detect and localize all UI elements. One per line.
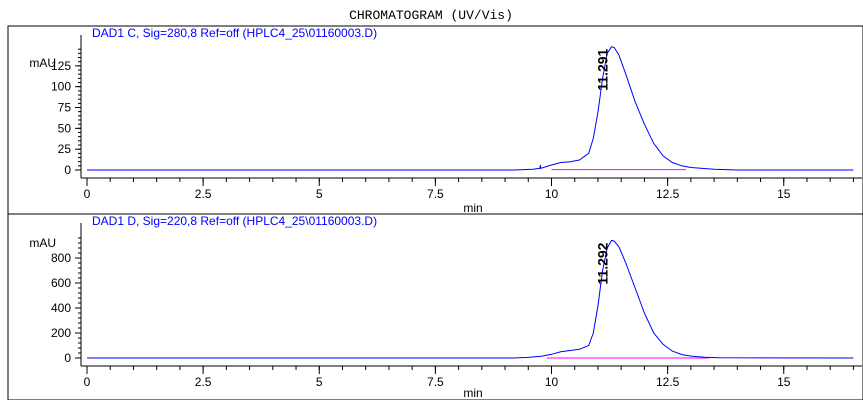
y-tick-label: 400 [51, 301, 71, 315]
x-tick-label: 12.5 [656, 375, 680, 389]
y-tick-label: 0 [64, 351, 71, 365]
y-tick-label: 800 [51, 251, 71, 265]
x-tick-label: 12.5 [656, 187, 680, 201]
y-axis-label: mAU [29, 56, 56, 70]
panel-frame [7, 213, 863, 400]
signal-title: DAD1 D, Sig=220,8 Ref=off (HPLC4_25\0116… [92, 214, 377, 228]
x-tick-label: 5 [316, 375, 323, 389]
y-tick-label: 0 [64, 163, 71, 177]
y-tick-label: 50 [58, 121, 72, 135]
y-tick-label: 100 [51, 80, 71, 94]
x-tick-label: 10 [545, 375, 559, 389]
peak-retention-label: 11.291 [594, 48, 610, 90]
x-axis-label: min [463, 386, 482, 400]
page-title: CHROMATOGRAM (UV/Vis) [349, 8, 513, 23]
x-tick-label: 10 [545, 187, 559, 201]
y-axis-label: mAU [29, 236, 56, 250]
x-tick-label: 5 [316, 187, 323, 201]
x-tick-label: 7.5 [427, 187, 444, 201]
y-tick-label: 600 [51, 276, 71, 290]
x-tick-label: 0 [84, 187, 91, 201]
signal-trace [87, 46, 854, 171]
y-tick-label: 200 [51, 326, 71, 340]
x-tick-label: 7.5 [427, 375, 444, 389]
y-tick-label: 125 [51, 59, 71, 73]
x-tick-label: 2.5 [195, 375, 212, 389]
y-tick-label: 75 [58, 101, 72, 115]
y-tick-label: 25 [58, 142, 72, 156]
x-axis-label: min [463, 201, 482, 215]
x-tick-label: 0 [84, 375, 91, 389]
peak-retention-label: 11.292 [595, 242, 611, 284]
signal-title: DAD1 C, Sig=280,8 Ref=off (HPLC4_25\0116… [92, 26, 377, 40]
signal-trace [87, 239, 854, 359]
x-tick-label: 15 [777, 375, 791, 389]
chart-panel-dad1-c: DAD1 C, Sig=280,8 Ref=off (HPLC4_25\0116… [7, 25, 863, 215]
x-tick-label: 2.5 [195, 187, 212, 201]
chart-panel-dad1-d: DAD1 D, Sig=220,8 Ref=off (HPLC4_25\0116… [7, 213, 863, 400]
x-tick-label: 15 [777, 187, 791, 201]
